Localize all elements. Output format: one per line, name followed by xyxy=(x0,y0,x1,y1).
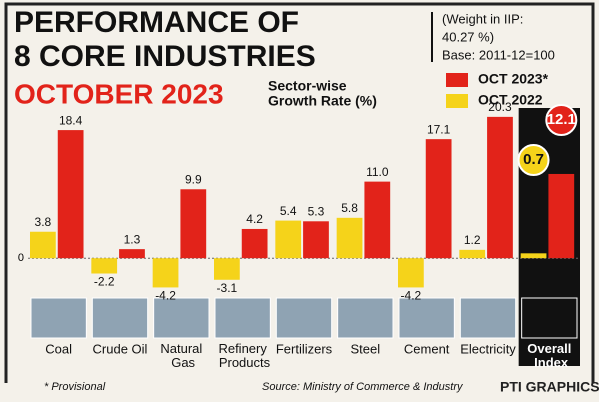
x-tick-label-line: Products xyxy=(215,355,270,370)
sector-icon xyxy=(399,298,454,338)
data-label: -3.1 xyxy=(217,281,238,295)
data-label: 11.0 xyxy=(366,165,389,179)
data-label: 18.4 xyxy=(59,113,83,127)
legend-label: OCT 2023* xyxy=(478,71,549,87)
note: 40.27 %) xyxy=(442,29,494,44)
data-label: 3.8 xyxy=(35,215,52,229)
bar xyxy=(303,221,329,258)
bar xyxy=(487,117,513,258)
x-tick-label: Coal xyxy=(45,341,72,356)
y-tick-label: 0 xyxy=(18,252,24,264)
bar xyxy=(58,130,84,258)
x-tick-label: Overall Index xyxy=(527,341,571,370)
bar xyxy=(548,174,574,258)
note: Base: 2011-12=100 xyxy=(442,47,555,62)
sector-icon xyxy=(215,298,270,338)
data-label: 5.3 xyxy=(308,204,325,218)
x-tick-label: Electricity xyxy=(460,341,516,356)
data-label: 4.2 xyxy=(246,212,263,226)
data-label: -4.2 xyxy=(155,289,176,303)
sector-icon xyxy=(154,298,209,338)
bar xyxy=(337,218,363,258)
sector-icon xyxy=(276,298,331,338)
data-label: 17.1 xyxy=(427,122,451,136)
bar xyxy=(180,189,206,258)
data-label: 1.2 xyxy=(464,233,481,247)
x-tick-label-line: Index xyxy=(531,355,569,370)
chart: PERFORMANCE OF 8 CORE INDUSTRIES OCTOBER… xyxy=(0,0,599,402)
bar xyxy=(91,258,117,273)
x-tick-label: Fertilizers xyxy=(276,341,333,356)
bar xyxy=(459,250,485,258)
data-label: 5.8 xyxy=(341,201,358,215)
x-tick-label-line: Gas xyxy=(168,355,196,370)
data-label: -2.2 xyxy=(94,275,115,289)
data-label: 0.7 xyxy=(523,151,544,168)
data-label: 9.9 xyxy=(185,172,202,186)
x-tick-label: Refinery Products xyxy=(215,341,270,370)
data-label: 5.4 xyxy=(280,204,297,218)
data-label: 1.3 xyxy=(124,232,141,246)
note: (Weight in IIP: xyxy=(442,11,523,26)
legend-swatch xyxy=(446,94,468,108)
title-line: PERFORMANCE OF xyxy=(14,6,299,39)
x-tick-label: Cement xyxy=(404,341,450,356)
y-label: Sector-wise xyxy=(268,78,347,94)
x-tick-label-line: Natural xyxy=(160,341,202,356)
sector-icon xyxy=(31,298,86,338)
x-tick-label-line: Refinery xyxy=(218,341,267,356)
credit: PTI GRAPHICS xyxy=(500,379,599,395)
y-label: Growth Rate (%) xyxy=(268,93,377,109)
title-line: 8 CORE INDUSTRIES xyxy=(14,40,316,73)
data-label: 12.1 xyxy=(547,111,576,128)
bar xyxy=(275,221,301,259)
bar xyxy=(364,182,390,259)
bar xyxy=(242,229,268,258)
data-label: 20.3 xyxy=(488,100,512,114)
x-tick-label-line: Overall xyxy=(527,341,571,356)
legend-swatch xyxy=(446,73,468,87)
bar xyxy=(30,232,56,258)
sector-icon xyxy=(338,298,393,338)
bar xyxy=(521,253,547,258)
bar xyxy=(119,249,145,258)
sector-icon xyxy=(522,298,577,338)
bar xyxy=(426,139,452,258)
data-label: -4.2 xyxy=(401,289,422,303)
bar xyxy=(398,258,424,287)
bar xyxy=(153,258,179,287)
sector-icon xyxy=(460,298,515,338)
sector-icon xyxy=(92,298,147,338)
source: Source: Ministry of Commerce & Industry xyxy=(262,381,464,393)
x-tick-label: Steel xyxy=(351,341,381,356)
x-tick-label: Crude Oil xyxy=(93,341,148,356)
footnote: * Provisional xyxy=(44,381,106,393)
subtitle: OCTOBER 2023 xyxy=(14,78,224,109)
bar xyxy=(214,258,240,280)
